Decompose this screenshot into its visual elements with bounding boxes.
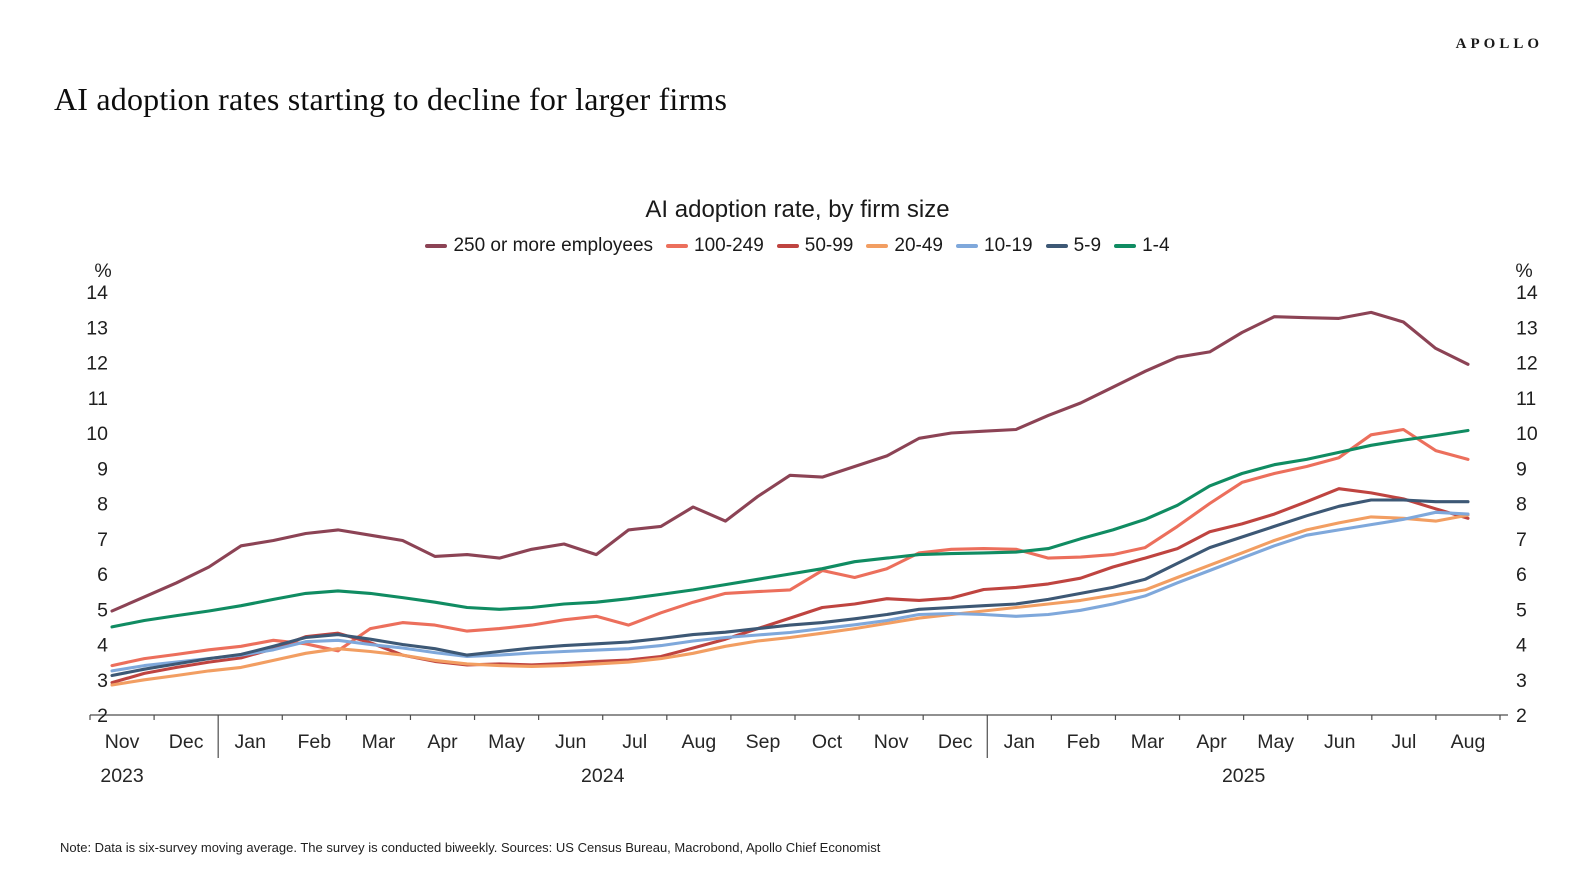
legend-item-5-9: 5-9 xyxy=(1045,235,1102,257)
legend-item-100-249: 100-249 xyxy=(666,235,764,257)
legend-item-20-49: 20-49 xyxy=(866,235,943,257)
legend-label: 250 or more employees xyxy=(453,235,654,256)
y-tick-label-left: 13 xyxy=(86,317,108,339)
legend-label: 1-4 xyxy=(1142,235,1170,256)
legend-swatch xyxy=(425,244,448,248)
x-tick-label: Nov xyxy=(874,731,909,753)
series-line-5-9 xyxy=(110,498,1470,678)
y-axis-unit-left: % xyxy=(94,260,111,282)
y-tick-label-left: 9 xyxy=(97,458,108,480)
legend-swatch xyxy=(776,244,799,248)
legend-label: 100-249 xyxy=(694,235,764,256)
legend-label: 20-49 xyxy=(894,235,943,256)
legend-label: 50-99 xyxy=(804,235,854,256)
series-line-100-249 xyxy=(110,427,1470,668)
x-tick-label: Feb xyxy=(1067,731,1101,753)
y-tick-label-left: 5 xyxy=(97,599,108,621)
y-tick-label-left: 14 xyxy=(86,282,108,304)
y-tick-label-left: 7 xyxy=(97,529,108,551)
legend-label: 5-9 xyxy=(1073,235,1102,256)
legend-item-50-99: 50-99 xyxy=(776,235,854,257)
legend-swatch xyxy=(866,244,889,248)
series-line-1-4 xyxy=(110,428,1470,629)
x-year-label: 2024 xyxy=(581,765,625,787)
y-tick-label-left: 11 xyxy=(88,388,108,410)
y-tick-label-right: 4 xyxy=(1516,635,1527,657)
x-tick-label: Dec xyxy=(938,731,973,753)
y-tick-label-right: 8 xyxy=(1516,494,1527,516)
y-tick-label-left: 3 xyxy=(97,670,108,692)
x-tick-label: Mar xyxy=(1131,731,1165,753)
y-tick-label-right: 12 xyxy=(1516,353,1538,375)
legend-label: 10-19 xyxy=(984,235,1033,256)
x-year-label: 2025 xyxy=(1222,765,1266,787)
x-tick-label: Dec xyxy=(169,731,204,753)
x-tick-label: Jul xyxy=(1391,731,1416,753)
legend-swatch xyxy=(1114,244,1137,248)
series-line-50-99 xyxy=(110,487,1470,685)
y-tick-label-right: 11 xyxy=(1516,388,1536,410)
series-line-20-49 xyxy=(110,513,1470,687)
x-tick-label: Apr xyxy=(1196,731,1227,753)
x-tick-label: Nov xyxy=(105,731,140,753)
apollo-logo: APOLLO xyxy=(1455,36,1543,52)
x-tick-label: May xyxy=(1257,731,1294,753)
x-tick-label: Jan xyxy=(1004,731,1035,753)
y-tick-label-left: 8 xyxy=(97,494,108,516)
y-tick-label-right: 7 xyxy=(1516,529,1527,551)
x-tick-label: May xyxy=(488,731,525,753)
legend-item-10-19: 10-19 xyxy=(956,235,1033,257)
x-tick-label: Mar xyxy=(362,731,396,753)
y-tick-label-left: 4 xyxy=(97,635,108,657)
y-tick-label-right: 3 xyxy=(1516,670,1527,692)
y-tick-label-right: 2 xyxy=(1516,705,1527,727)
y-axis-unit-right: % xyxy=(1515,260,1532,282)
y-tick-label-right: 9 xyxy=(1516,458,1527,480)
y-tick-label-left: 10 xyxy=(86,423,108,445)
x-tick-label: Aug xyxy=(682,731,717,753)
x-tick-label: Oct xyxy=(812,731,843,753)
chart-legend: 250 or more employees 100-249 50-99 20-49 10… xyxy=(90,235,1505,257)
x-tick-label: Jan xyxy=(235,731,266,753)
y-tick-label-right: 10 xyxy=(1516,423,1538,445)
series-line-250-or-more-employees xyxy=(110,310,1470,613)
y-tick-label-left: 12 xyxy=(86,353,108,375)
x-tick-label: Sep xyxy=(746,731,781,753)
y-tick-label-left: 6 xyxy=(97,564,108,586)
x-tick-label: Aug xyxy=(1451,731,1486,753)
series-line-10-19 xyxy=(110,510,1470,673)
x-tick-label: Jun xyxy=(1324,731,1355,753)
legend-swatch xyxy=(956,244,978,248)
x-tick-label: Jul xyxy=(622,731,647,753)
x-tick-label: Feb xyxy=(298,731,332,753)
y-tick-label-right: 14 xyxy=(1516,282,1538,304)
legend-item-250-or-more-employees: 250 or more employees xyxy=(425,235,653,257)
y-tick-label-right: 6 xyxy=(1516,564,1527,586)
x-tick-label: Apr xyxy=(427,731,458,753)
legend-swatch xyxy=(666,244,689,248)
x-tick-label: Jun xyxy=(555,731,586,753)
page-title: AI adoption rates starting to decline fo… xyxy=(54,81,728,118)
x-year-label: 2023 xyxy=(100,765,143,787)
chart-title: AI adoption rate, by firm size xyxy=(645,196,950,223)
y-tick-label-right: 13 xyxy=(1516,317,1538,339)
source-note: Note: Data is six-survey moving average.… xyxy=(60,840,881,855)
y-tick-label-right: 5 xyxy=(1516,599,1527,621)
legend-swatch xyxy=(1045,244,1068,248)
y-tick-label-left: 2 xyxy=(97,705,108,727)
legend-item-1-4: 1-4 xyxy=(1114,235,1170,257)
